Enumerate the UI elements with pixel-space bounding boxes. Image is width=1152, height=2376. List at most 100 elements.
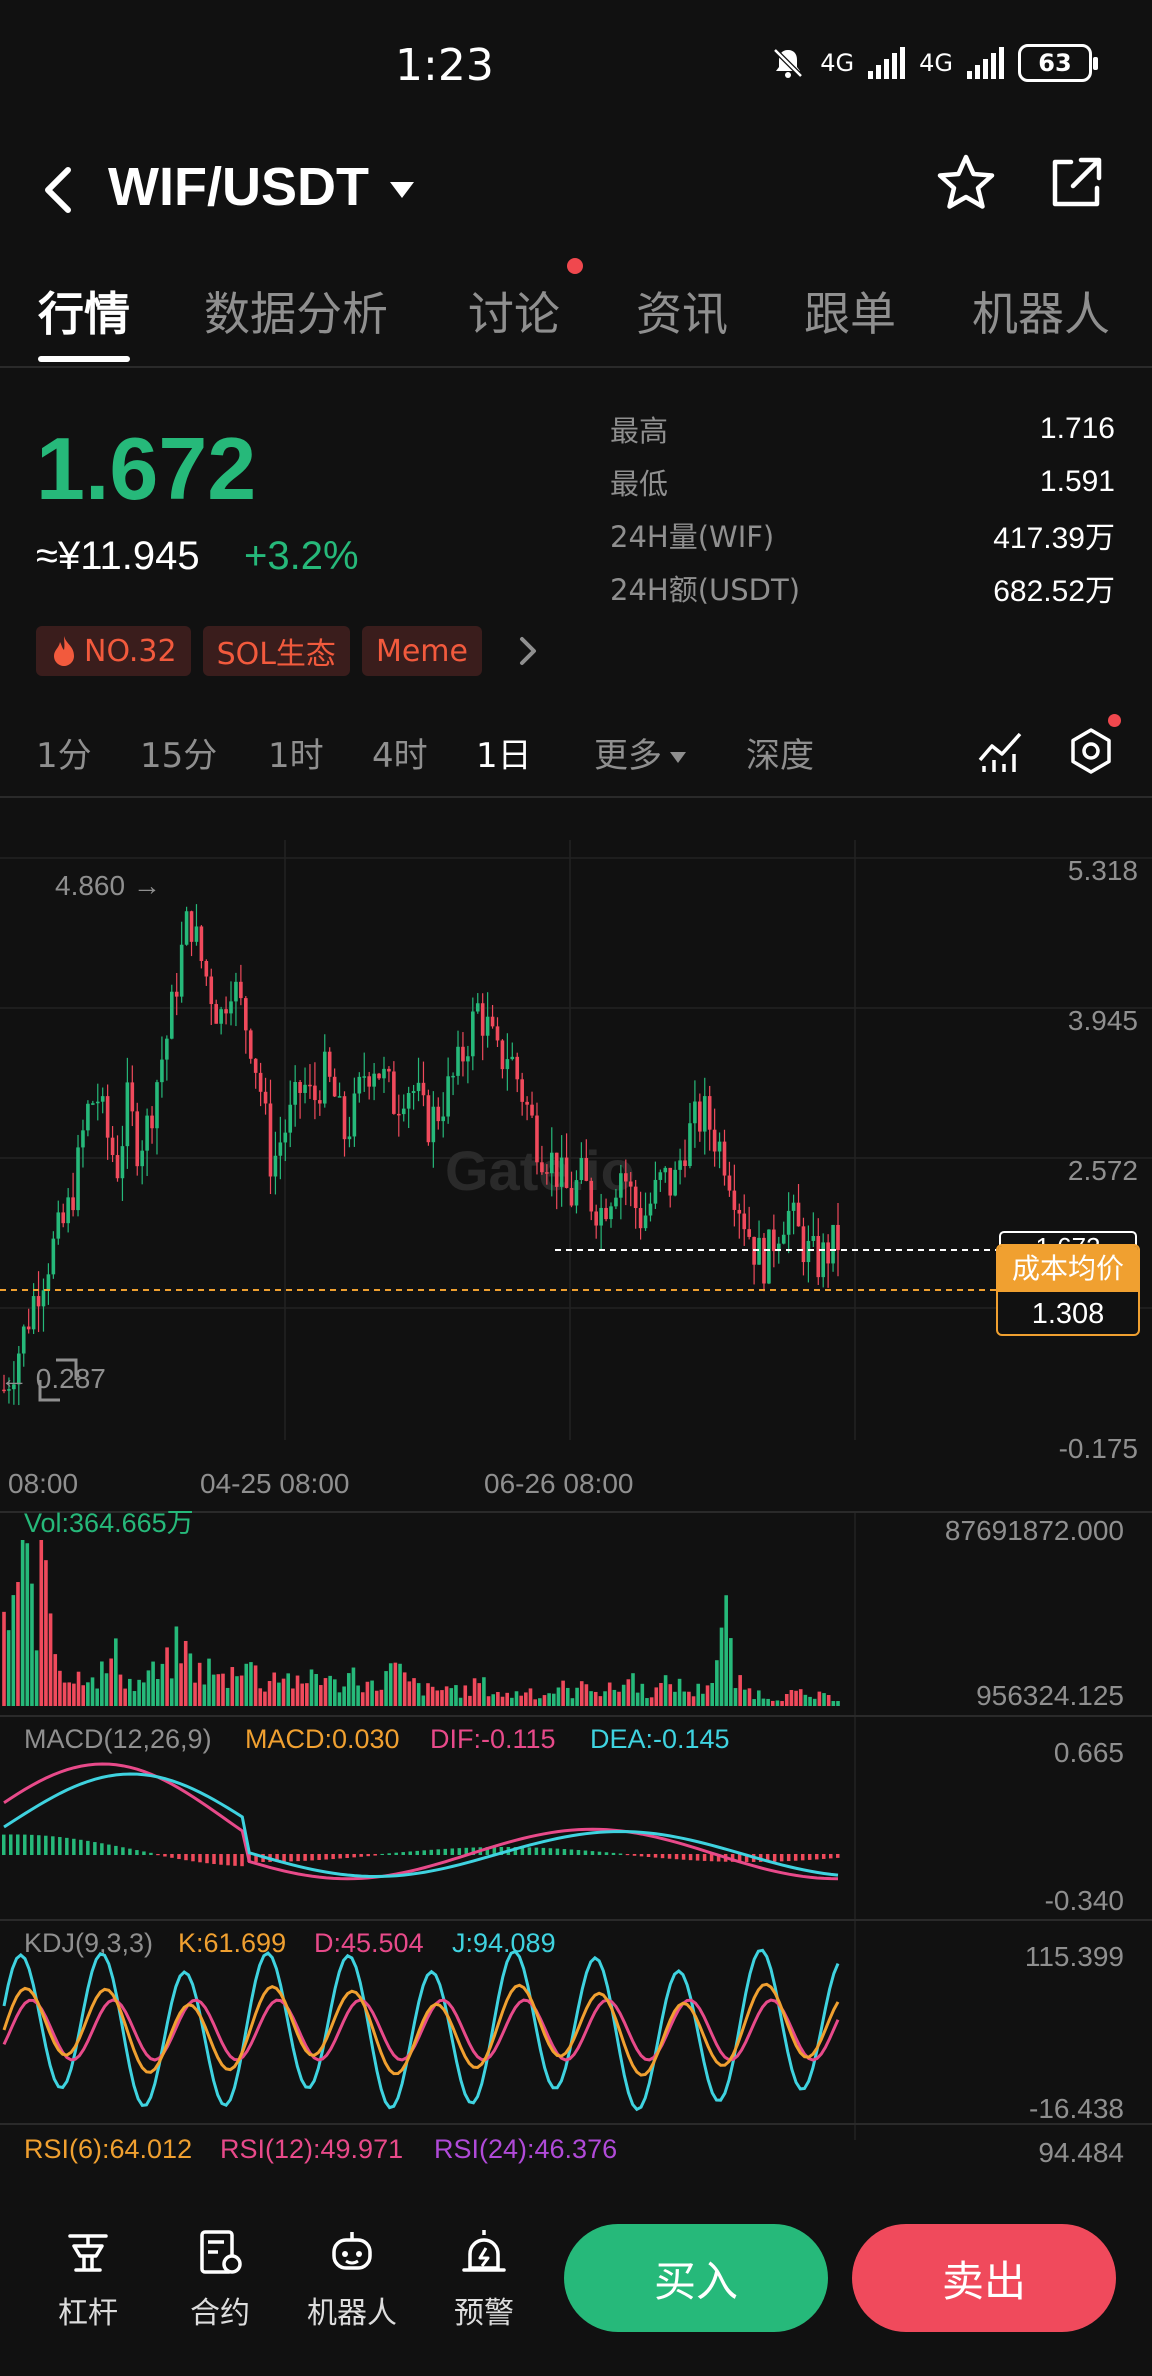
tag-meme[interactable]: Meme xyxy=(361,626,482,676)
tab-copy-trade[interactable]: 跟单 xyxy=(804,287,896,341)
candle-body xyxy=(327,1051,332,1077)
candle-body xyxy=(471,1011,475,1057)
nav-label: 机器人 xyxy=(307,2296,397,2331)
chevron-right-icon[interactable] xyxy=(514,633,542,669)
candle-body xyxy=(801,1226,806,1263)
candle-body xyxy=(559,1157,564,1187)
volume-bar xyxy=(360,1692,365,1706)
timeframe-4h[interactable]: 4时 xyxy=(372,736,428,776)
macd-histogram-bar xyxy=(471,1847,476,1855)
depth-tab[interactable]: 深度 xyxy=(746,736,814,776)
macd-histogram-bar xyxy=(170,1854,174,1858)
share-icon[interactable] xyxy=(1045,152,1107,214)
stat-row-high: 最高 1.716 xyxy=(610,402,1115,455)
macd-histogram-bar xyxy=(205,1854,209,1864)
time-axis-label: 08:00 xyxy=(8,1468,78,1499)
candle-body xyxy=(155,1082,159,1129)
volume-bar xyxy=(472,1678,477,1706)
macd-value: MACD:0.030 xyxy=(245,1724,400,1754)
candle-body xyxy=(342,1096,347,1140)
macd-histogram-bar xyxy=(142,1851,146,1855)
macd-histogram-bar xyxy=(569,1849,574,1855)
candle-body xyxy=(732,1190,737,1210)
volume-bar xyxy=(719,1627,724,1706)
sell-button[interactable]: 卖出 xyxy=(852,2224,1116,2332)
macd-histogram-bar xyxy=(422,1850,427,1855)
candle-body xyxy=(663,1167,668,1173)
volume-bar xyxy=(76,1671,81,1706)
candle-body xyxy=(767,1229,771,1284)
pair-title[interactable]: WIF/USDT xyxy=(108,157,369,217)
candle-body xyxy=(737,1209,742,1214)
volume-bar xyxy=(444,1686,449,1706)
candle-body xyxy=(174,991,179,997)
nav-alarm[interactable]: 预警 xyxy=(434,2226,534,2332)
back-arrow-icon[interactable] xyxy=(36,162,80,218)
candle-body xyxy=(71,1197,75,1211)
tab-bot[interactable]: 机器人 xyxy=(972,287,1110,341)
macd-histogram-bar xyxy=(352,1854,356,1858)
candle-body xyxy=(160,1059,164,1083)
nav-contract[interactable]: 合约 xyxy=(170,2226,270,2332)
volume-bar xyxy=(25,1543,30,1706)
volume-bar xyxy=(817,1691,822,1706)
tab-market[interactable]: 行情 xyxy=(38,287,130,341)
j-line xyxy=(2,1948,840,2112)
candle-body xyxy=(7,1389,11,1391)
macd-histogram-bar xyxy=(219,1854,223,1865)
volume-bar xyxy=(169,1678,174,1706)
timeframe-1d[interactable]: 1日 xyxy=(476,736,532,776)
signal-icon xyxy=(868,47,906,79)
macd-histogram-bar xyxy=(121,1847,125,1855)
volume-bar xyxy=(570,1698,575,1706)
volume-bar xyxy=(151,1661,155,1706)
candle-body xyxy=(683,1160,687,1167)
timeframe-1m[interactable]: 1分 xyxy=(36,736,92,776)
tag-sol-ecosystem[interactable]: SOL生态 xyxy=(202,626,350,676)
header: WIF/USDT xyxy=(0,140,1152,240)
macd-histogram-bar xyxy=(534,1847,539,1855)
volume-bar xyxy=(561,1680,565,1706)
tab-bar: 行情 数据分析 讨论 资讯 跟单 机器人 xyxy=(0,270,1152,368)
volume-bar xyxy=(374,1690,379,1706)
volume-bar xyxy=(701,1693,705,1706)
nav-leverage[interactable]: 杠杆 xyxy=(38,2226,138,2332)
kline-chart[interactable]: Gate.io 5.318 3.945 2.572 -0.175 4.860 → ← … xyxy=(0,840,1152,2140)
timeframe-1h[interactable]: 1时 xyxy=(268,736,324,776)
candle-body xyxy=(712,1129,717,1152)
candle-body xyxy=(76,1147,80,1211)
settings-hexagon-icon[interactable] xyxy=(1066,726,1116,776)
kdj-title: KDJ(9,3,3) xyxy=(24,1928,153,1958)
candle-body xyxy=(61,1212,66,1224)
caret-down-icon[interactable] xyxy=(388,176,416,204)
candle-body xyxy=(357,1076,362,1094)
candle-body xyxy=(66,1197,70,1224)
volume-bar xyxy=(58,1670,62,1706)
star-icon[interactable] xyxy=(935,152,997,214)
volume-bar xyxy=(67,1682,72,1706)
macd-histogram-bar xyxy=(590,1851,595,1855)
fullscreen-icon[interactable] xyxy=(38,1358,78,1402)
stat-value: 1.716 xyxy=(1039,411,1115,445)
volume-bar xyxy=(393,1662,398,1706)
tag-rank[interactable]: NO.32 xyxy=(36,626,191,676)
cost-average-tag: 成本均价 1.308 xyxy=(996,1244,1140,1336)
candle-body xyxy=(278,1142,283,1156)
tab-discussion[interactable]: 讨论 xyxy=(468,287,560,341)
indicator-chart-icon[interactable] xyxy=(976,726,1026,776)
tab-news[interactable]: 资讯 xyxy=(636,287,728,341)
timeframe-more[interactable]: 更多 xyxy=(594,728,686,777)
tab-data-analysis[interactable]: 数据分析 xyxy=(204,287,388,341)
buy-button[interactable]: 买入 xyxy=(564,2224,828,2332)
candle-body xyxy=(747,1229,751,1237)
candle-body xyxy=(693,1101,697,1124)
volume-bar xyxy=(500,1696,505,1706)
volume-bar xyxy=(20,1540,25,1706)
timeframe-15m[interactable]: 15分 xyxy=(140,736,218,776)
macd-histogram-bar xyxy=(275,1854,279,1862)
volume-bar xyxy=(81,1685,86,1706)
candle-body xyxy=(169,991,174,1039)
candle-body xyxy=(781,1234,786,1244)
nav-robot[interactable]: 机器人 xyxy=(302,2226,402,2332)
candle-body xyxy=(619,1173,623,1198)
